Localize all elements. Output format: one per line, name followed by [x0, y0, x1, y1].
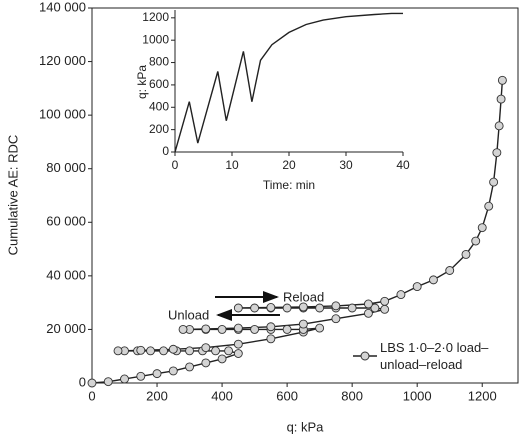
data-point	[201, 324, 211, 334]
y-tick-label: 120 000	[39, 53, 86, 68]
data-point	[489, 177, 499, 187]
y-tick-label: 400	[149, 99, 169, 113]
x-tick-label: 0	[88, 388, 95, 403]
y-tick-label: 100 000	[39, 107, 86, 122]
y-tick-label: 40 000	[46, 267, 86, 282]
x-axis-label: q: kPa	[287, 419, 325, 434]
data-point	[298, 319, 308, 329]
data-point	[233, 303, 243, 313]
x-tick-label: 200	[146, 388, 168, 403]
data-point	[370, 303, 380, 313]
x-tick-label: 0	[172, 158, 179, 172]
data-point	[494, 121, 504, 131]
x-tick-label: 800	[341, 388, 363, 403]
data-point	[103, 377, 113, 387]
data-point	[363, 299, 373, 309]
data-point	[201, 358, 211, 368]
x-axis-label: Time: min	[263, 178, 315, 192]
data-point	[233, 349, 243, 358]
data-point	[266, 322, 276, 332]
data-line	[174, 12, 403, 153]
x-tick-label: 600	[276, 388, 298, 403]
data-point	[363, 308, 373, 318]
data-point	[496, 94, 506, 104]
data-point	[136, 345, 146, 355]
x-tick-label: 10	[225, 158, 239, 172]
y-tick-label: 1000	[142, 32, 169, 46]
data-point	[168, 366, 178, 376]
data-point	[471, 236, 481, 246]
data-point	[211, 346, 221, 356]
data-point	[396, 290, 406, 300]
data-point	[120, 374, 129, 384]
y-tick-label: 80 000	[46, 160, 86, 175]
y-tick-label: 1200	[142, 10, 169, 24]
x-tick-label: 20	[282, 158, 296, 172]
data-point	[380, 304, 390, 314]
x-tick-label: 1000	[403, 388, 432, 403]
plot-frame	[91, 7, 519, 384]
data-point	[331, 314, 341, 324]
data-point	[185, 346, 195, 356]
data-point	[233, 323, 243, 333]
data-point	[224, 346, 234, 356]
data-point	[201, 343, 211, 353]
data-point	[185, 362, 195, 372]
data-point	[136, 371, 146, 381]
data-point	[233, 339, 243, 349]
y-axis-label: Cumulative AE: RDC	[5, 135, 20, 256]
data-point	[159, 346, 168, 356]
x-tick-label: 400	[211, 388, 233, 403]
data-point	[178, 324, 188, 334]
y-axis-label: q: kPa	[135, 65, 149, 99]
annotation: Unload	[168, 307, 209, 322]
data-point	[152, 369, 162, 379]
x-tick-label: 40	[396, 158, 410, 172]
data-point	[429, 275, 438, 285]
data-point	[113, 346, 123, 356]
data-point	[282, 324, 292, 334]
legend: LBS 1·0–2·0 load–unload–reload	[380, 340, 489, 372]
y-tick-label: 600	[149, 77, 169, 91]
y-tick-label: 0	[162, 144, 169, 158]
data-point	[217, 354, 227, 364]
y-tick-label: 200	[149, 122, 169, 136]
data-point	[315, 323, 325, 333]
y-tick-label: 60 000	[46, 214, 86, 229]
legend-text: LBS 1·0–2·0 load–unload–reload	[380, 340, 489, 372]
data-point	[266, 303, 276, 312]
data-point	[412, 282, 422, 292]
y-tick-label: 0	[79, 374, 86, 389]
legend-marker	[360, 351, 370, 361]
y-tick-label: 20 000	[46, 321, 86, 336]
data-point	[298, 302, 308, 312]
data-point	[445, 266, 455, 275]
data-point	[87, 378, 97, 388]
data-point	[315, 303, 325, 313]
data-point	[331, 301, 341, 311]
data-point	[168, 344, 178, 354]
x-tick-label: 30	[339, 158, 353, 172]
data-point	[497, 75, 507, 85]
data-point	[347, 303, 357, 313]
data-point	[146, 346, 155, 356]
data-point	[250, 324, 260, 334]
annotation: Reload	[283, 289, 324, 304]
y-tick-label: 800	[149, 55, 169, 69]
data-point	[380, 296, 390, 306]
y-tick-label: 140 000	[39, 0, 86, 14]
data-point	[250, 303, 260, 313]
data-point	[217, 324, 227, 334]
data-point	[266, 334, 276, 344]
x-tick-label: 1200	[468, 388, 497, 403]
data-point	[492, 148, 502, 158]
data-point	[477, 223, 487, 233]
data-point	[484, 201, 494, 211]
data-point	[282, 303, 292, 313]
data-point	[461, 249, 471, 259]
